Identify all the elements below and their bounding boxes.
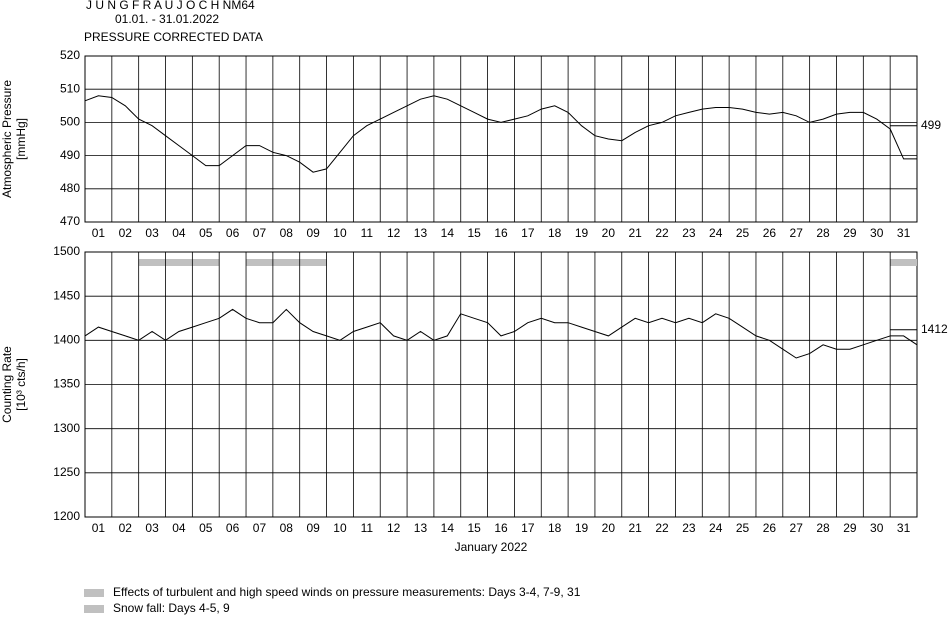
x-tick-label: 07 (253, 226, 267, 240)
annotation-band (890, 259, 917, 266)
x-tick-label: 08 (280, 521, 294, 535)
annotation-band (246, 259, 327, 266)
x-tick-label: 28 (816, 521, 830, 535)
x-tick-label: 20 (602, 226, 616, 240)
x-axis-label: January 2022 (455, 540, 528, 554)
annotation-band (138, 259, 220, 266)
y-tick-label: 1500 (53, 244, 80, 258)
x-tick-label: 05 (199, 226, 213, 240)
date-range: 01.01. - 31.01.2022 (115, 12, 219, 26)
y-tick-label: 1200 (53, 509, 80, 523)
x-tick-label: 18 (548, 521, 562, 535)
x-tick-label: 27 (790, 521, 804, 535)
x-tick-label: 22 (655, 521, 669, 535)
x-tick-label: 16 (494, 521, 508, 535)
x-tick-label: 30 (870, 226, 884, 240)
x-tick-label: 27 (790, 226, 804, 240)
x-tick-label: 14 (441, 226, 455, 240)
x-tick-label: 17 (521, 521, 535, 535)
x-tick-label: 24 (709, 226, 723, 240)
x-tick-label: 06 (226, 226, 240, 240)
y-tick-label: 1300 (53, 421, 80, 435)
x-tick-label: 20 (602, 521, 616, 535)
y-tick-label: 510 (60, 81, 80, 95)
x-tick-label: 06 (226, 521, 240, 535)
y-tick-label: 1350 (53, 377, 80, 391)
x-tick-label: 02 (119, 226, 133, 240)
x-tick-label: 29 (843, 226, 857, 240)
x-tick-label: 03 (145, 226, 159, 240)
x-tick-label: 22 (655, 226, 669, 240)
x-tick-label: 23 (682, 521, 696, 535)
x-tick-label: 16 (494, 226, 508, 240)
y-axis-label: Atmospheric Pressure (0, 80, 14, 198)
x-tick-label: 14 (441, 521, 455, 535)
x-tick-label: 11 (361, 226, 374, 240)
x-tick-label: 02 (119, 521, 133, 535)
y-tick-label: 1400 (53, 333, 80, 347)
x-tick-label: 12 (387, 226, 401, 240)
x-tick-label: 30 (870, 521, 884, 535)
x-tick-label: 17 (521, 226, 535, 240)
x-tick-label: 04 (172, 226, 186, 240)
y-tick-label: 520 (60, 48, 80, 62)
y-tick-label: 1450 (53, 288, 80, 302)
legend-swatch (84, 605, 104, 613)
y-tick-label: 480 (60, 181, 80, 195)
x-tick-label: 03 (145, 521, 159, 535)
y-axis-label: [mmHg] (14, 118, 28, 160)
y-tick-label: 470 (60, 214, 80, 228)
x-tick-label: 25 (736, 226, 750, 240)
x-tick-label: 07 (253, 521, 267, 535)
x-tick-label: 09 (306, 521, 320, 535)
y-tick-label: 500 (60, 115, 80, 129)
x-tick-label: 29 (843, 521, 857, 535)
reference-label: 499 (921, 118, 941, 132)
legend-swatch (84, 589, 104, 597)
x-tick-label: 31 (897, 521, 911, 535)
x-tick-label: 10 (333, 226, 347, 240)
x-tick-label: 18 (548, 226, 562, 240)
x-tick-label: 25 (736, 521, 750, 535)
x-tick-label: 21 (629, 226, 643, 240)
legend-label: Effects of turbulent and high speed wind… (113, 585, 581, 599)
x-tick-label: 13 (414, 521, 428, 535)
x-tick-label: 10 (333, 521, 347, 535)
x-tick-label: 26 (763, 521, 777, 535)
x-tick-label: 05 (199, 521, 213, 535)
y-tick-label: 490 (60, 148, 80, 162)
y-axis-label: [10³ cts/h] (14, 358, 28, 411)
x-tick-label: 19 (575, 226, 589, 240)
x-tick-label: 15 (467, 521, 481, 535)
y-axis-label: Counting Rate (0, 346, 14, 423)
x-tick-label: 28 (816, 226, 830, 240)
x-tick-label: 23 (682, 226, 696, 240)
x-tick-label: 08 (280, 226, 294, 240)
x-tick-label: 01 (92, 521, 106, 535)
x-tick-label: 19 (575, 521, 589, 535)
x-tick-label: 26 (763, 226, 777, 240)
x-tick-label: 24 (709, 521, 723, 535)
chart-subtitle: PRESSURE CORRECTED DATA (84, 30, 263, 44)
legend-label: Snow fall: Days 4-5, 9 (113, 601, 230, 615)
x-tick-label: 11 (361, 521, 374, 535)
data-line (84, 308, 918, 359)
plot-frame (84, 55, 918, 223)
chart-title: J U N G F R A U J O C H NM64 (86, 0, 255, 12)
x-tick-label: 01 (92, 226, 106, 240)
reference-label: 1412 (921, 322, 948, 336)
data-line (84, 95, 917, 173)
x-tick-label: 12 (387, 521, 401, 535)
x-tick-label: 09 (306, 226, 320, 240)
x-tick-label: 21 (629, 521, 643, 535)
y-tick-label: 1250 (53, 465, 80, 479)
x-tick-label: 13 (414, 226, 428, 240)
x-tick-label: 15 (467, 226, 481, 240)
x-tick-label: 04 (172, 521, 186, 535)
x-tick-label: 31 (897, 226, 911, 240)
